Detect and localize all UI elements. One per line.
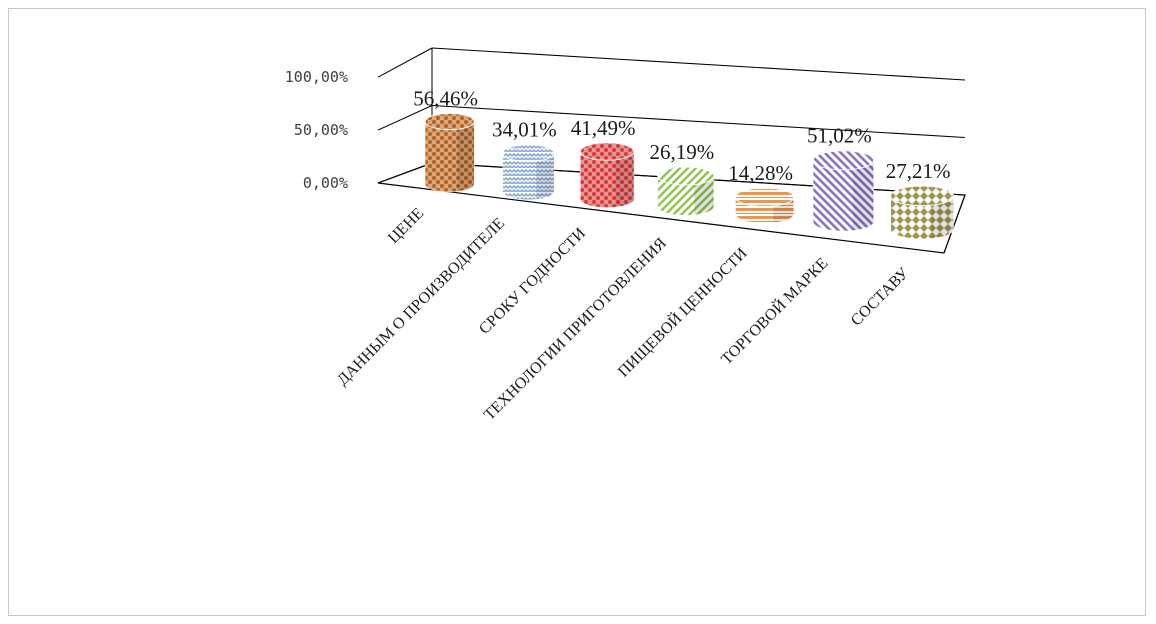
bar-shade (536, 153, 555, 199)
bar-shade (852, 160, 874, 231)
bar (734, 187, 795, 224)
y-axis-ticks: 0,00% 50,00% 100,00% (285, 68, 348, 192)
bar-shade (931, 195, 954, 238)
bar-body (890, 195, 954, 240)
x-tick-label: ДАННЫМ О ПРОИЗВОДИТЕЛЕ (334, 215, 508, 389)
bar-body (657, 175, 715, 216)
bar (657, 166, 715, 216)
data-label: 14,28% (728, 161, 793, 185)
bar-shade (694, 176, 714, 215)
bar (890, 185, 955, 240)
data-label: 34,01% (492, 118, 557, 142)
x-tick-label: ЦЕНЕ (385, 205, 427, 247)
bar-top (579, 142, 635, 161)
bar-top (812, 150, 875, 171)
gridline-side (377, 162, 433, 184)
bar-top (424, 112, 475, 131)
gridline-side (377, 105, 433, 131)
bar-top (502, 144, 555, 163)
bar-series (424, 112, 955, 240)
bar-body (580, 151, 635, 208)
data-label: 56,46% (413, 86, 478, 110)
bar-body (424, 121, 475, 193)
y-tick-label: 100,00% (285, 68, 348, 86)
bar-body (812, 160, 874, 232)
x-tick-label: ТЕХНОЛОГИИ ПРИГОТОВЛЕНИЯ (481, 235, 670, 424)
data-label: 26,19% (650, 140, 715, 164)
bar-top (890, 185, 955, 207)
bar-shade (615, 151, 634, 207)
bar (502, 144, 555, 201)
data-labels: 56,46% 34,01% 41,49% 26,19% 14,28% 51,02% 27,2… (413, 86, 950, 184)
x-tick-label: СОСТАВУ (848, 264, 913, 329)
bar-shade (457, 121, 475, 192)
bar-body (502, 152, 555, 201)
bar-top (734, 187, 795, 207)
y-tick-label: 0,00% (303, 174, 348, 192)
gridline-back (431, 47, 966, 81)
bar-top (657, 166, 715, 186)
bar (812, 150, 875, 232)
y-tick-label: 50,00% (294, 121, 348, 139)
data-label: 27,21% (886, 159, 951, 183)
gridline-back (431, 105, 966, 138)
data-label: 51,02% (807, 124, 872, 148)
data-label: 41,49% (571, 116, 636, 140)
bar (579, 142, 635, 208)
bar (424, 112, 475, 193)
gridline-side (377, 47, 433, 78)
chart-frame (8, 8, 1146, 616)
